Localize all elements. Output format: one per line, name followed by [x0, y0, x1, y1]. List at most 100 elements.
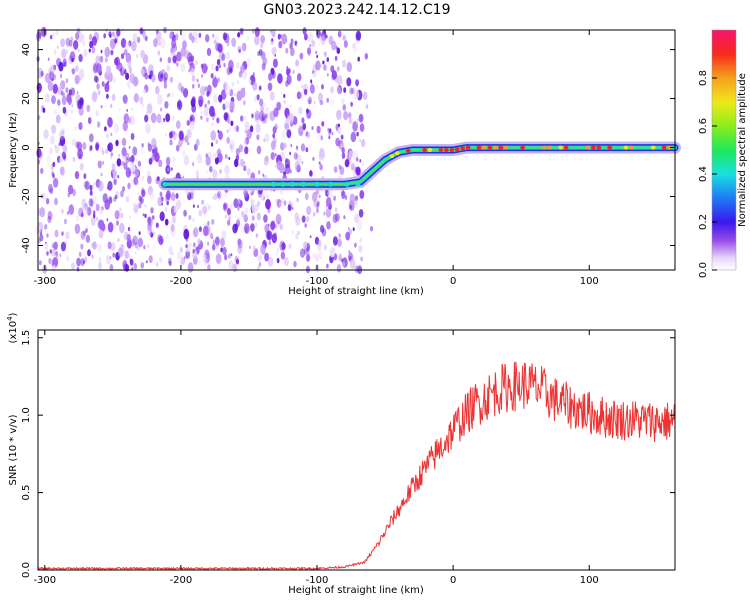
noise-blob: [279, 224, 283, 230]
noise-blob: [227, 208, 231, 216]
noise-blob: [224, 214, 227, 219]
noise-blob: [171, 38, 177, 49]
noise-blob: [341, 97, 345, 105]
noise-blob: [129, 73, 136, 84]
noise-blob: [237, 80, 240, 85]
noise-blob: [106, 93, 109, 99]
noise-blob: [98, 206, 103, 215]
noise-blob: [214, 152, 218, 159]
noise-blob: [255, 233, 259, 238]
noise-blob: [89, 190, 93, 196]
noise-blob: [317, 131, 323, 142]
noise-blob: [115, 139, 119, 147]
colorbar-tick-label: 0.6: [698, 118, 709, 134]
noise-blob: [155, 222, 159, 228]
noise-blob: [139, 27, 144, 35]
noise-blob: [172, 130, 178, 141]
noise-blob: [332, 236, 338, 246]
noise-blob: [238, 71, 243, 78]
noise-blob: [273, 107, 279, 118]
snr-y-scale-base: (x10: [8, 321, 19, 344]
noise-blob: [55, 250, 59, 257]
noise-blob: [101, 149, 105, 156]
trace-peak: [314, 181, 320, 187]
noise-blob: [246, 57, 251, 67]
noise-blob: [230, 253, 233, 257]
noise-blob: [81, 206, 85, 213]
noise-blob: [176, 252, 181, 260]
noise-blob: [315, 253, 320, 262]
noise-blob: [216, 59, 221, 66]
noise-blob: [144, 204, 147, 208]
noise-blob: [201, 199, 205, 205]
noise-blob: [260, 244, 266, 255]
noise-blob: [197, 238, 201, 245]
noise-blob: [166, 64, 171, 72]
spectrogram-x-ticks: -300 -200 -100 0 100: [33, 30, 599, 287]
noise-blob: [130, 238, 136, 247]
noise-blob: [221, 53, 226, 61]
noise-blob: [345, 231, 351, 241]
noise-blob: [65, 231, 70, 240]
noise-blob: [317, 242, 322, 251]
noise-blob: [267, 82, 273, 91]
noise-blob: [215, 236, 220, 246]
noise-blob: [195, 38, 199, 45]
noise-blob: [237, 206, 240, 211]
figure-title: GN03.2023.242.14.12.C19: [264, 2, 451, 18]
noise-blob: [105, 65, 112, 76]
noise-blob: [147, 175, 152, 185]
noise-blob: [291, 230, 294, 235]
noise-blob: [336, 109, 342, 121]
noise-blob: [99, 55, 104, 63]
snr-x-label: Height of straight line (km): [288, 585, 424, 596]
snr-x-ticks: -300 -200 -100 0 100: [33, 330, 599, 586]
noise-blob: [211, 244, 216, 251]
noise-blob: [157, 94, 163, 105]
noise-blob: [191, 104, 197, 113]
noise-blob: [155, 261, 159, 268]
noise-blob: [170, 223, 175, 232]
noise-blob: [126, 108, 128, 112]
noise-blob: [157, 50, 161, 56]
noise-blob: [53, 49, 57, 55]
noise-blob: [309, 84, 315, 94]
noise-blob: [110, 38, 116, 50]
noise-blob: [112, 252, 115, 258]
noise-blob: [232, 263, 238, 273]
noise-blob: [327, 73, 329, 77]
noise-blob: [198, 226, 202, 232]
noise-blob: [105, 148, 108, 155]
noise-blob: [90, 216, 96, 226]
noise-blob: [306, 108, 309, 114]
noise-blob: [183, 228, 190, 240]
noise-blob: [356, 157, 359, 162]
noise-blob: [355, 79, 359, 87]
noise-blob: [160, 73, 164, 79]
noise-blob: [170, 192, 176, 202]
noise-blob: [276, 248, 279, 253]
noise-blob: [93, 210, 96, 215]
noise-blob: [173, 131, 176, 135]
noise-blob: [62, 144, 67, 153]
noise-blob: [313, 100, 316, 105]
noise-blob: [147, 217, 152, 226]
noise-blob: [44, 224, 48, 230]
noise-blob: [297, 73, 302, 82]
colorbar-tick-label: 0.8: [698, 70, 709, 86]
noise-blob: [316, 54, 319, 59]
noise-blob: [296, 145, 298, 150]
noise-blob: [267, 256, 274, 267]
noise-blob: [132, 32, 138, 43]
noise-blob: [80, 212, 84, 218]
noise-blob: [342, 261, 346, 268]
noise-blob: [183, 209, 188, 217]
noise-blob: [76, 266, 80, 272]
trace-peak: [344, 181, 350, 187]
noise-blob: [49, 70, 55, 81]
noise-blob: [178, 138, 183, 147]
noise-blob: [298, 106, 303, 115]
noise-blob: [60, 80, 66, 90]
noise-blob: [216, 117, 220, 124]
